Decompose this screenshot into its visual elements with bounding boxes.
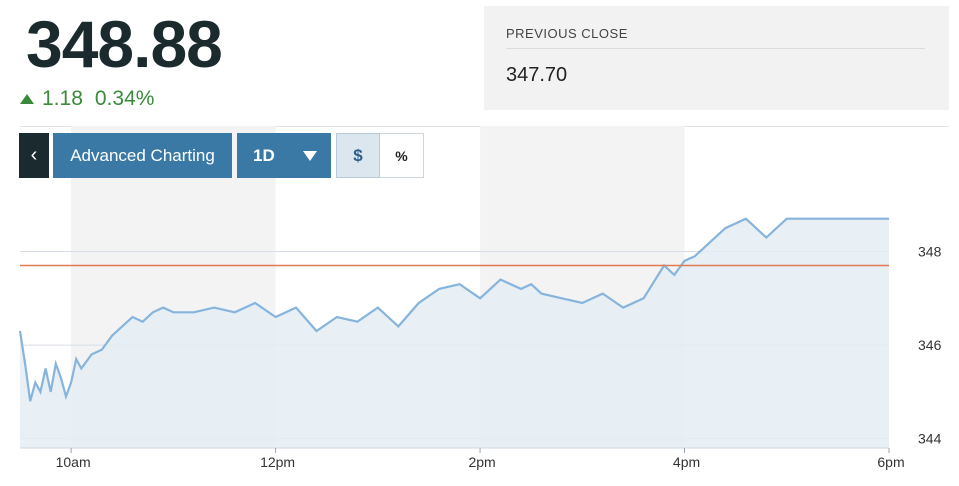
panel-divider bbox=[506, 48, 925, 49]
collapse-button[interactable]: ‹ bbox=[19, 133, 49, 178]
previous-close-label: PREVIOUS CLOSE bbox=[506, 26, 628, 41]
x-tick-label-3: 4pm bbox=[673, 454, 700, 470]
x-tick-label-2: 2pm bbox=[468, 454, 495, 470]
advanced-charting-button[interactable]: Advanced Charting bbox=[53, 133, 232, 178]
period-dropdown[interactable]: 1D bbox=[237, 133, 331, 178]
caret-down-icon bbox=[303, 150, 317, 161]
percent-mode-button[interactable]: % bbox=[380, 133, 424, 178]
dollar-mode-button[interactable]: $ bbox=[336, 133, 380, 178]
x-tick-label-4: 6pm bbox=[877, 454, 904, 470]
price-area bbox=[20, 218, 889, 448]
price-line bbox=[18, 217, 889, 402]
up-arrow-icon bbox=[20, 94, 34, 104]
price-change: 1.18 0.34% bbox=[20, 87, 154, 111]
chevron-left-icon: ‹ bbox=[30, 144, 38, 166]
previous-close-panel: PREVIOUS CLOSE 347.70 bbox=[484, 6, 949, 110]
x-tick-label-0: 10am bbox=[56, 454, 91, 470]
change-percent: 0.34% bbox=[94, 87, 155, 110]
last-price: 348.88 bbox=[26, 7, 223, 81]
change-value: 1.18 bbox=[42, 87, 83, 110]
period-label: 1D bbox=[253, 145, 275, 165]
y-tick-label-1: 346 bbox=[918, 337, 942, 353]
x-tick-label-1: 12pm bbox=[260, 454, 295, 470]
y-tick-label-0: 344 bbox=[918, 431, 942, 447]
y-tick-label-2: 348 bbox=[918, 244, 942, 260]
previous-close-value: 347.70 bbox=[506, 64, 568, 86]
chart-toolbar: ‹ Advanced Charting 1D $ % bbox=[19, 133, 424, 178]
